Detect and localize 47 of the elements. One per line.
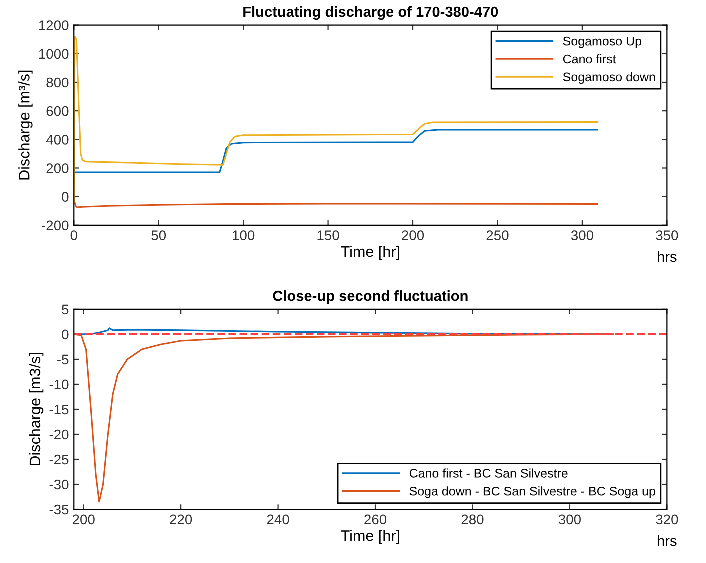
x-axis-title: Time [hr] (341, 530, 400, 544)
y-tick-label: 1000 (39, 49, 69, 60)
y-tick-label: -10 (50, 380, 69, 390)
x-tick-label: 220 (170, 514, 192, 525)
y-axis-title: Discharge [m³/s] (18, 70, 33, 180)
y-tick-label: -20 (50, 430, 69, 440)
chart-title: Fluctuating discharge of 170-380-470 (244, 6, 498, 20)
y-tick-label: -30 (50, 480, 69, 490)
chart-title: Close-up second fluctuation (273, 290, 468, 304)
x-tick-label: 260 (364, 514, 387, 525)
x-tick-label: 100 (233, 230, 255, 240)
text: hrs (658, 251, 677, 262)
x-tick-label: 240 (267, 514, 290, 525)
legend-label: Cano first - BC San Silvestre (410, 468, 568, 478)
legend-label: Sogamoso Up (563, 36, 642, 48)
legend-label: Cano first (563, 54, 616, 64)
line-series (74, 129, 598, 174)
y-tick-label: 0 (62, 192, 69, 202)
y-tick-label: 400 (46, 134, 69, 145)
x-tick-label: 280 (462, 514, 484, 525)
y-tick-label: -35 (50, 504, 69, 515)
x-tick-label: 320 (656, 514, 678, 525)
y-axis-title: Discharge [m3/s] (29, 353, 44, 466)
x-tick-label: 300 (571, 230, 594, 240)
x-tick-label: 300 (558, 514, 581, 525)
x-tick-label: 150 (318, 230, 340, 240)
legend-label: Soga down - BC San Silvestre - BC Soga up (410, 486, 656, 498)
x-tick-label: 200 (72, 514, 95, 525)
y-tick-label: 200 (46, 164, 69, 174)
y-tick-label: 600 (46, 106, 69, 116)
x-tick-label: 200 (402, 230, 424, 240)
legend-label: Sogamoso down (563, 72, 656, 84)
y-tick-label: 0 (62, 330, 69, 340)
y-tick-label: 5 (62, 304, 69, 315)
y-tick-label: 800 (46, 78, 69, 88)
y-tick-label: -25 (50, 454, 69, 465)
x-tick-label: 0 (70, 230, 78, 240)
y-tick-label: 1200 (39, 20, 69, 31)
y-tick-label: -5 (58, 354, 69, 365)
y-tick-label: -15 (50, 404, 69, 415)
x-tick-label: 50 (152, 230, 166, 240)
line-series (74, 198, 598, 208)
text: hrs (658, 536, 677, 546)
x-axis-title: Time [hr] (341, 246, 400, 260)
x-tick-label: 250 (486, 230, 509, 240)
y-tick-label: -200 (42, 220, 69, 231)
x-tick-label: 350 (656, 230, 678, 240)
